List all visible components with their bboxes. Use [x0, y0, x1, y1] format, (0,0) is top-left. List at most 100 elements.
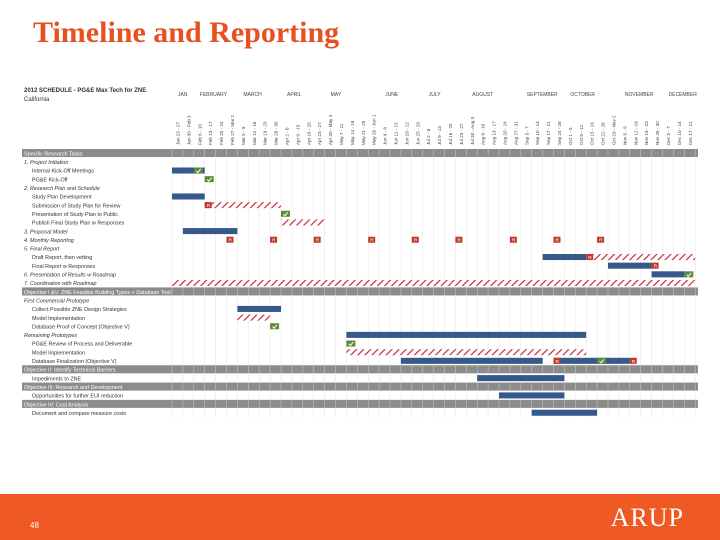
report-milestone: [368, 236, 376, 243]
month-label: MARCH: [243, 92, 262, 98]
month-label: FEBRUARY: [200, 92, 228, 98]
report-milestone: [226, 236, 234, 243]
task-label: Impediments to ZNE: [32, 376, 82, 382]
report-milestone: [553, 236, 561, 243]
task-label: Submission of Study Plan for Review: [32, 203, 120, 209]
task-bar: [542, 254, 587, 261]
week-label: Aug 6 - 10: [481, 123, 486, 145]
report-milestone: [586, 254, 594, 261]
week-label: Feb 13 - 17: [208, 121, 213, 145]
section-label: Remaining Prototypes: [24, 333, 77, 339]
check-icon: [206, 177, 212, 182]
check-icon: [283, 212, 289, 217]
hatched-bar: [172, 279, 696, 286]
week-label: Jan 30 - Feb 3: [186, 115, 191, 145]
task-label: Document and compare measure costs: [32, 411, 126, 417]
week-label: May 21 - 25: [361, 120, 366, 145]
week-label: Jul 2 - 6: [426, 128, 431, 145]
section-label: 2. Research Plan and Schedule: [23, 186, 100, 192]
task-label: Final Report w Responses: [32, 264, 96, 270]
check-milestone: [193, 167, 203, 174]
milestone-r-label: R: [316, 238, 320, 244]
report-milestone: [651, 262, 659, 269]
section-label: 3. Proposal Model: [24, 229, 68, 235]
task-bar: [346, 331, 587, 338]
week-label: Apr 9 - 13: [295, 124, 300, 145]
milestone-r-label: R: [229, 238, 233, 244]
month-label: MAY: [331, 92, 342, 98]
week-label: Mar 5 - 9: [241, 126, 246, 145]
check-milestone: [346, 340, 356, 347]
footer-bar: 48 ARUP: [0, 494, 720, 540]
week-label: Jun 4 - 8: [383, 127, 388, 145]
hatched-bar: [346, 349, 587, 356]
week-label: Jul 9 - 13: [437, 126, 442, 145]
task-label: Database Proof of Concept (Objective V): [32, 324, 130, 330]
milestone-r-label: R: [654, 264, 658, 270]
week-label: Sep 17 - 21: [546, 121, 551, 145]
week-label: Feb 27 - Mar 2: [230, 114, 235, 145]
objective-label: Objective III: Research and Development: [24, 385, 123, 391]
week-label: Sep 3 - 7: [524, 126, 529, 145]
objective-label: Objective IV: Cost Analysis: [24, 402, 89, 408]
row-band: [22, 287, 698, 296]
month-label: AUGUST: [472, 92, 493, 98]
row-band: [22, 365, 698, 374]
task-label: Internal Kick-Off Meetings: [32, 169, 94, 175]
check-icon: [686, 272, 692, 278]
milestone-r-label: R: [556, 238, 560, 244]
section-label: 5. Final Report: [24, 247, 60, 253]
week-label: Aug 13 - 17: [492, 121, 497, 145]
task-label: Model Implementation: [32, 316, 85, 322]
check-milestone: [281, 210, 290, 217]
week-label: May 7 - 11: [339, 123, 344, 145]
task-bar: [477, 375, 565, 382]
milestone-r-label: R: [457, 238, 461, 244]
slide-title: Timeline and Reporting: [33, 16, 340, 49]
week-label: Apr 2 - 6: [284, 127, 289, 145]
objective-label: Objective I &V: ZNE Feasible Building Ty…: [24, 290, 171, 296]
week-label: Jul 16 - 20: [448, 123, 453, 145]
week-label: May 28 - Jun 1: [372, 114, 377, 145]
task-label: Presentation of Study Plan to Public: [32, 212, 118, 218]
header-label: Specific Research Tasks: [24, 151, 83, 157]
schedule-subheading: California: [24, 97, 50, 103]
week-label: Sep 24 - 28: [557, 121, 562, 145]
check-icon: [599, 359, 605, 364]
check-icon: [195, 168, 201, 174]
report-milestone: [411, 236, 419, 243]
week-label: Mar 26 - 30: [274, 121, 279, 145]
task-bar: [651, 271, 685, 278]
task-bar: [182, 228, 238, 235]
week-label: Jun 18 - 22: [404, 122, 409, 145]
milestone-r-label: R: [599, 238, 603, 244]
month-label: OCTOBER: [570, 92, 595, 98]
task-label: Database Finalization (Objective V): [32, 359, 117, 365]
task-label: Opportunities for further EUI reduction: [32, 394, 123, 400]
week-label: Nov 26 - 30: [655, 121, 660, 145]
report-milestone: [509, 236, 517, 243]
page-number: 48: [30, 521, 39, 530]
milestone-r-label: R: [207, 203, 211, 209]
milestone-r-label: R: [272, 238, 276, 244]
section-label: 6. Presentation of Results w Roadmap: [24, 273, 116, 279]
hatched-bar: [237, 314, 271, 321]
brand-logo: ARUP: [610, 503, 684, 532]
section-label: 4. Monthly Reporting: [24, 238, 74, 244]
week-label: Oct 8 - 12: [579, 124, 584, 145]
report-milestone: [629, 357, 637, 364]
week-label: Oct 22 - 26: [601, 122, 606, 145]
hatched-bar: [281, 219, 325, 226]
week-label: Feb 20 - 24: [219, 121, 224, 145]
week-label: Jul 23 - 27: [459, 123, 464, 145]
week-label: Jun 25 - 29: [415, 122, 420, 145]
month-label: JULY: [429, 92, 442, 98]
task-bar: [608, 262, 652, 269]
week-label: Jan 23 - 27: [175, 122, 180, 145]
gantt-chart: 2012 SCHEDULE - PG&E Max Tech for ZNE Ca…: [22, 88, 698, 418]
week-label: Mar 12 - 16: [252, 121, 257, 145]
week-label: Jun 11 - 15: [393, 122, 398, 145]
task-label: Model Implementation: [32, 350, 85, 356]
hatched-bar: [586, 254, 696, 261]
week-label: Feb 6 - 10: [197, 124, 202, 145]
